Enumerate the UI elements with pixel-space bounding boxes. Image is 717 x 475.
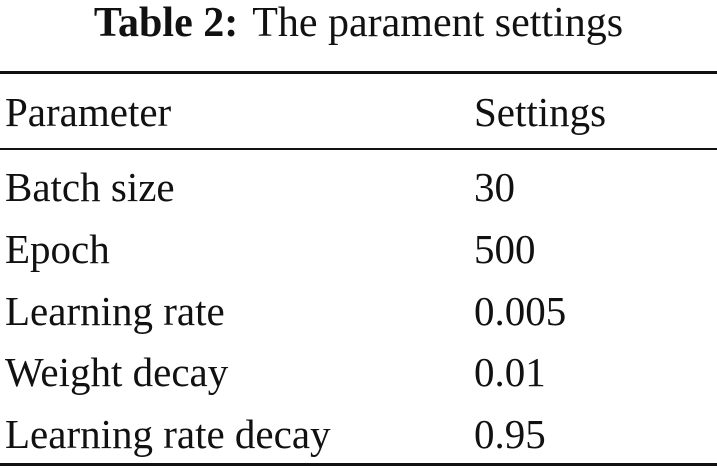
table-cell: Learning rate xyxy=(5,288,225,334)
table-cell: 0.01 xyxy=(474,349,546,395)
top-rule xyxy=(0,71,717,74)
table-cell: Epoch xyxy=(5,226,110,272)
table-cell: 0.005 xyxy=(474,288,567,334)
caption-text: The parament settings xyxy=(252,0,624,46)
table-caption: Table 2: The parament settings xyxy=(0,0,717,46)
table-cell: 0.95 xyxy=(474,411,546,457)
bottom-rule xyxy=(0,463,717,466)
table-cell: Batch size xyxy=(5,164,175,210)
header-cell: Parameter xyxy=(5,89,172,135)
header-cell: Settings xyxy=(474,89,607,135)
table-cell: 30 xyxy=(474,164,515,210)
caption-label: Table 2: xyxy=(93,0,239,46)
mid-rule xyxy=(0,148,717,150)
table-cell: Learning rate decay xyxy=(5,411,331,457)
table-cell: Weight decay xyxy=(5,349,229,395)
table-cell: 500 xyxy=(474,226,536,272)
